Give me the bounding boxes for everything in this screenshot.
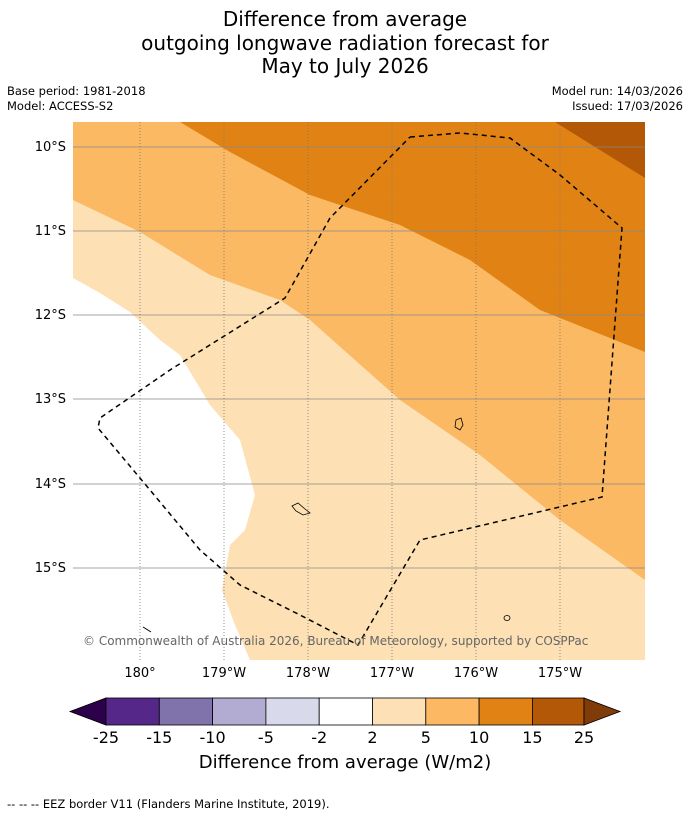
colorbar-tick: 10 — [469, 728, 489, 747]
issued-date: Issued: 17/03/2026 — [572, 99, 683, 113]
base-period: Base period: 1981-2018 — [7, 84, 146, 98]
island-west — [142, 626, 152, 633]
colorbar-title: Difference from average (W/m2) — [198, 752, 492, 773]
colorbar-tick: -15 — [146, 728, 172, 747]
title-line-2: outgoing longwave radiation forecast for — [141, 30, 549, 55]
copyright-text: © Commonwealth of Australia 2026, Bureau… — [83, 634, 588, 648]
island-futuna — [291, 502, 311, 516]
dashed-line-symbol: -- -- -- — [7, 797, 40, 811]
neutral-region — [73, 278, 255, 660]
colorbar-tick: -2 — [311, 728, 327, 747]
lat-label: 10°S — [35, 140, 66, 155]
chart-title: Difference from average outgoing longwav… — [0, 7, 690, 79]
island-uvea — [454, 417, 464, 431]
grid-lines — [73, 146, 645, 569]
map-area: © Commonwealth of Australia 2026, Bureau… — [73, 122, 645, 660]
lon-label: 176°W — [454, 666, 498, 681]
eez-border — [97, 132, 623, 646]
colorbar-cell — [105, 697, 160, 726]
colorbar-cell — [68, 697, 107, 726]
lon-labels: 180° 179°W 178°W 177°W 176°W 175°W — [124, 666, 582, 681]
lon-label: 175°W — [538, 666, 582, 681]
colorbar-cell — [478, 697, 533, 726]
lon-label: 179°W — [202, 666, 246, 681]
lon-label: 180° — [124, 666, 155, 681]
meta-left: Base period: 1981-2018 Model: ACCESS-S2 — [7, 84, 146, 114]
colorbar-cell — [318, 697, 373, 726]
lat-label: 12°S — [35, 308, 66, 323]
lat-label: 14°S — [35, 477, 66, 492]
meta-right: Model run: 14/03/2026 Issued: 17/03/2026 — [552, 84, 683, 114]
island-small — [503, 615, 511, 621]
colorbar-tick: -10 — [200, 728, 226, 747]
model-run: Model run: 14/03/2026 — [551, 84, 683, 98]
colorbar-cell — [532, 697, 585, 726]
colorbar-tick: -25 — [93, 728, 119, 747]
colorbar-tick: 15 — [522, 728, 542, 747]
colorbar-cell — [372, 697, 427, 726]
eez-legend-text: EEZ border V11 (Flanders Marine Institut… — [42, 797, 330, 811]
colorbar-cell — [265, 697, 320, 726]
lon-label: 177°W — [370, 666, 414, 681]
lat-labels: 10°S 11°S 12°S 13°S 14°S 15°S — [35, 140, 66, 576]
colorbar-cell — [212, 697, 267, 726]
colorbar-ticks: -25 -15 -10 -5 -2 2 5 10 15 25 — [93, 728, 594, 747]
lat-label: 13°S — [35, 392, 66, 407]
model-name: Model: ACCESS-S2 — [7, 99, 114, 113]
colorbar-cell — [425, 697, 480, 726]
footer-legend: -- -- -- EEZ border V11 (Flanders Marine… — [7, 797, 330, 811]
title-line-1: Difference from average — [222, 7, 468, 31]
colorbar-tick: -5 — [258, 728, 274, 747]
title-line-3: May to July 2026 — [261, 54, 429, 78]
colorbar-tick: 25 — [574, 728, 594, 747]
lon-label: 178°W — [286, 666, 330, 681]
colorbar-cell — [158, 697, 214, 726]
colorbar-cell — [583, 697, 622, 726]
colorbar — [68, 697, 622, 726]
lat-label: 11°S — [35, 224, 66, 239]
lat-label: 15°S — [35, 561, 66, 576]
colorbar-tick: 5 — [421, 728, 431, 747]
colorbar-tick: 2 — [367, 728, 377, 747]
